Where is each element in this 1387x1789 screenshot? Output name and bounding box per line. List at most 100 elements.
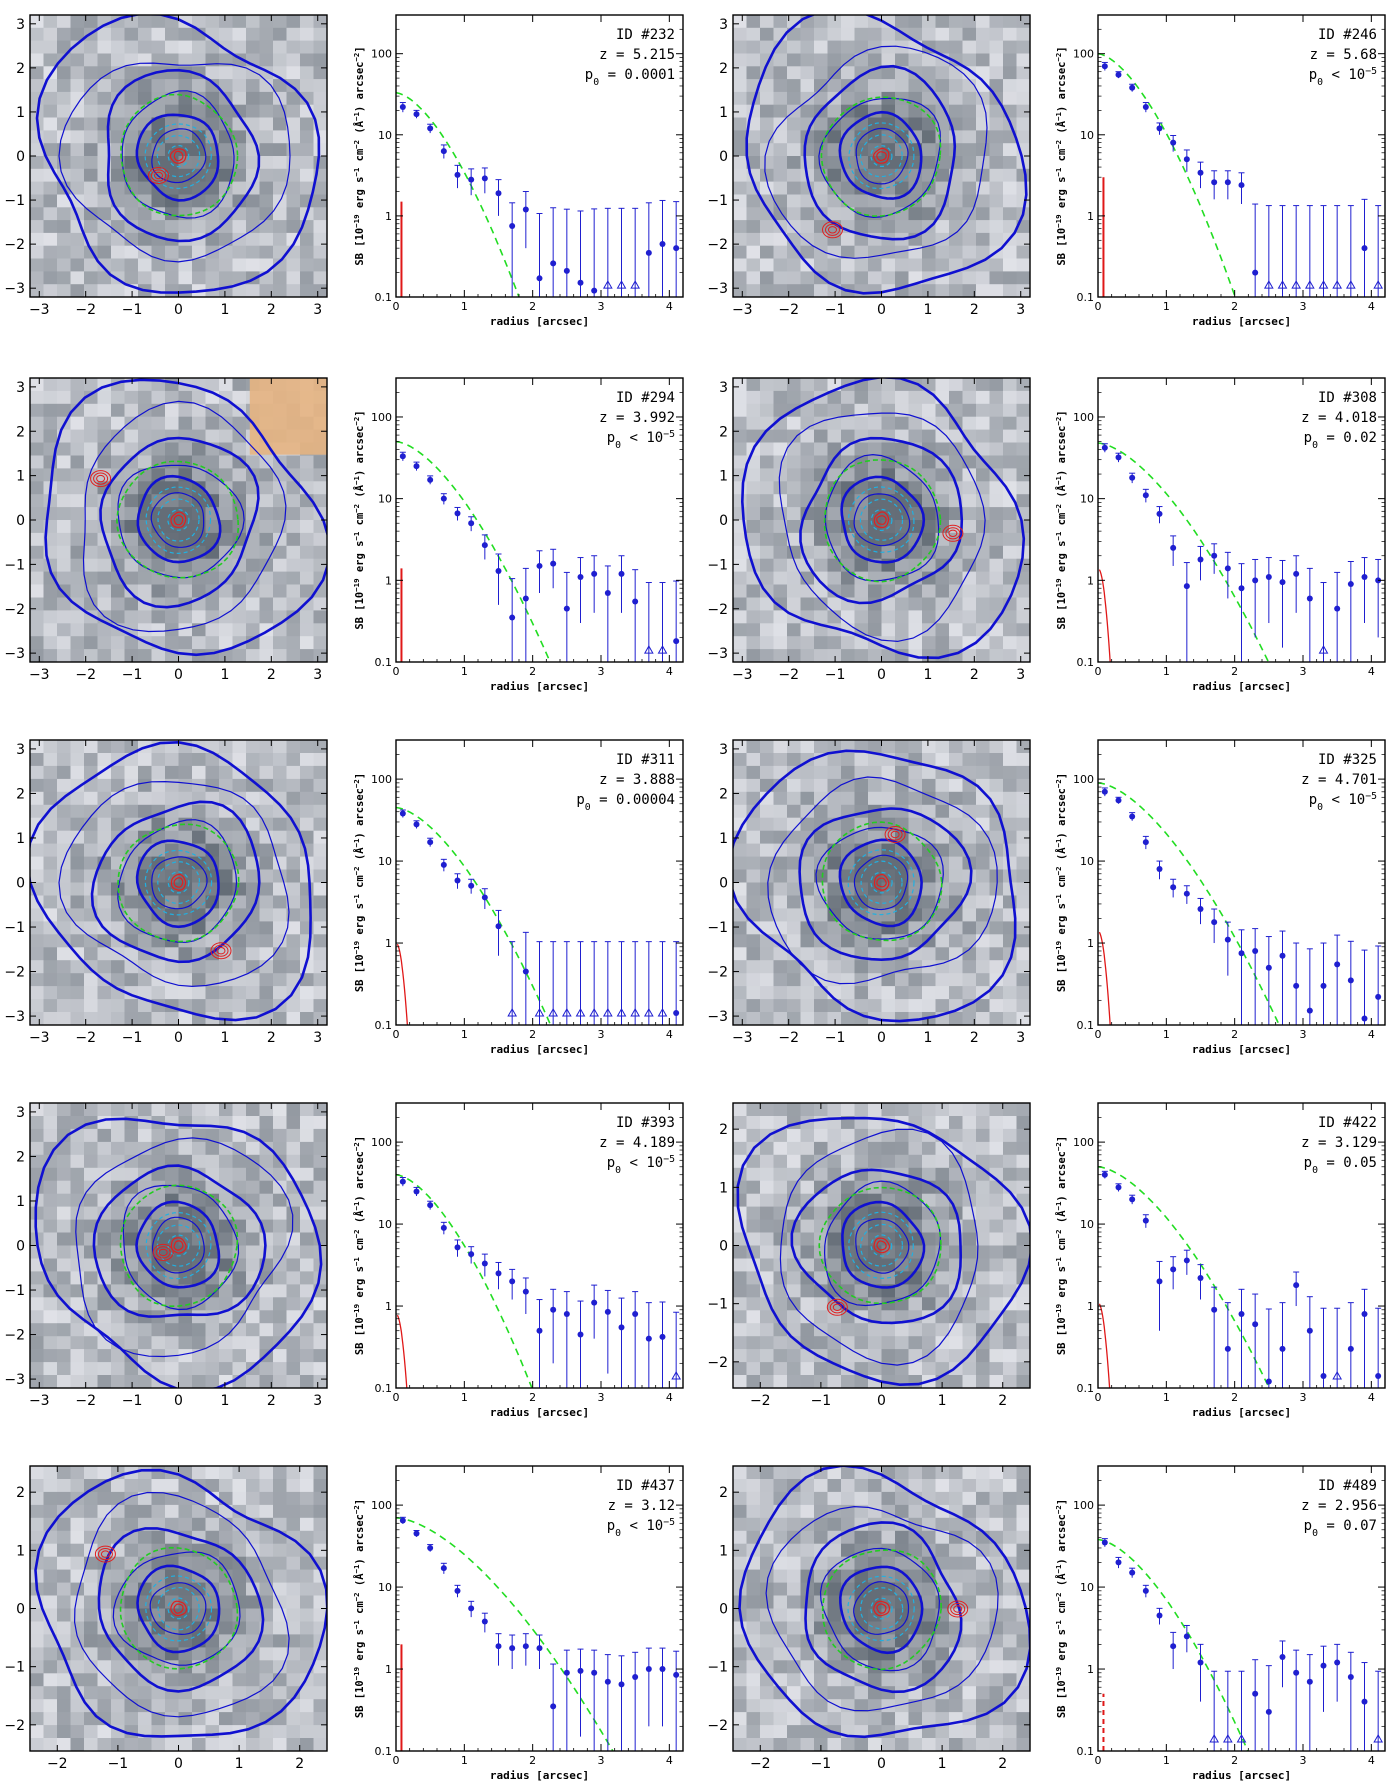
pixel xyxy=(84,817,99,832)
pixel xyxy=(1016,999,1030,1013)
pixel xyxy=(273,79,288,93)
pixel xyxy=(746,778,761,793)
pixel xyxy=(205,1284,220,1298)
pixel xyxy=(868,207,883,221)
pixel xyxy=(97,830,112,845)
pixel xyxy=(259,27,274,42)
pixel xyxy=(70,869,85,884)
x-tick-label: 2 xyxy=(267,667,276,683)
pixel xyxy=(246,584,261,598)
pixel xyxy=(787,765,802,780)
pixel xyxy=(922,429,937,444)
pixel xyxy=(259,765,274,780)
pixel xyxy=(787,986,802,1000)
pixel xyxy=(70,791,85,806)
pixel xyxy=(841,258,856,272)
pixel xyxy=(205,986,220,1000)
pixel xyxy=(111,843,126,858)
pixel xyxy=(787,520,802,534)
contour-blue xyxy=(117,464,245,579)
pixel xyxy=(760,40,775,54)
pixel xyxy=(1016,571,1030,586)
pixel xyxy=(97,999,112,1013)
pixel xyxy=(232,1284,247,1298)
pixel xyxy=(962,130,977,144)
pixel xyxy=(773,532,788,547)
pixel xyxy=(57,40,72,54)
pixel xyxy=(787,817,802,832)
pixel xyxy=(313,791,327,806)
pixel xyxy=(205,455,220,469)
pixel xyxy=(760,1012,775,1025)
pixel xyxy=(313,843,327,858)
pixel xyxy=(178,390,193,405)
pixel xyxy=(313,1128,327,1143)
pixel xyxy=(232,947,247,961)
pixel xyxy=(178,623,193,637)
pixel xyxy=(922,245,937,260)
pixel xyxy=(854,649,869,662)
pixel xyxy=(43,271,58,285)
pixel xyxy=(70,649,85,662)
pixel xyxy=(84,1232,99,1247)
pixel xyxy=(976,765,991,780)
pixel xyxy=(30,284,45,297)
x-axis-label: radius [arcsec] xyxy=(490,680,589,693)
pixel xyxy=(246,1167,261,1182)
pixel xyxy=(205,804,220,819)
pixel xyxy=(219,545,234,560)
pixel xyxy=(935,79,950,93)
pixel xyxy=(232,181,247,195)
pixel xyxy=(814,532,829,547)
pixel xyxy=(43,232,58,247)
pixel xyxy=(178,1271,193,1285)
pixel xyxy=(800,778,815,793)
pixel xyxy=(976,740,991,754)
pixel xyxy=(827,882,842,897)
pixel xyxy=(124,507,139,521)
image-content xyxy=(733,740,1030,1025)
pixel xyxy=(97,882,112,897)
pixel xyxy=(976,378,991,392)
contour-red xyxy=(876,515,887,525)
pixel xyxy=(286,856,301,871)
pixel xyxy=(827,79,842,93)
pixel xyxy=(43,791,58,806)
pixel xyxy=(286,1375,301,1388)
contour-blue xyxy=(34,1117,323,1388)
pixel xyxy=(178,986,193,1000)
pixel xyxy=(259,973,274,987)
pixel xyxy=(43,507,58,521)
pixel xyxy=(246,1310,261,1324)
pixel xyxy=(827,765,842,780)
pixel xyxy=(43,817,58,832)
pixel xyxy=(773,830,788,845)
pixel xyxy=(760,791,775,806)
data-point xyxy=(1183,156,1190,163)
y-tick-label: 0.1 xyxy=(375,1382,393,1395)
y-tick-label: 1 xyxy=(1087,574,1094,587)
pixel xyxy=(84,40,99,54)
pixel xyxy=(976,468,991,482)
pixel xyxy=(124,1323,139,1337)
pixel xyxy=(935,15,950,29)
pixel xyxy=(246,804,261,819)
pixel xyxy=(111,947,126,961)
pixel xyxy=(246,532,261,547)
x-axis-label: radius [arcsec] xyxy=(1192,1043,1291,1056)
pixel xyxy=(841,271,856,285)
pixel xyxy=(976,571,991,586)
pixel xyxy=(219,973,234,987)
pixel xyxy=(908,623,923,637)
data-point xyxy=(454,877,461,884)
data-point xyxy=(468,520,475,527)
pixel xyxy=(760,817,775,832)
pixel xyxy=(97,1141,112,1156)
pixel xyxy=(273,895,288,910)
y-tick-label: 0 xyxy=(719,876,728,892)
pixel xyxy=(881,597,896,611)
pixel xyxy=(205,15,220,29)
pixel xyxy=(219,1362,234,1376)
pixel xyxy=(922,207,937,221)
pixel xyxy=(746,520,761,534)
